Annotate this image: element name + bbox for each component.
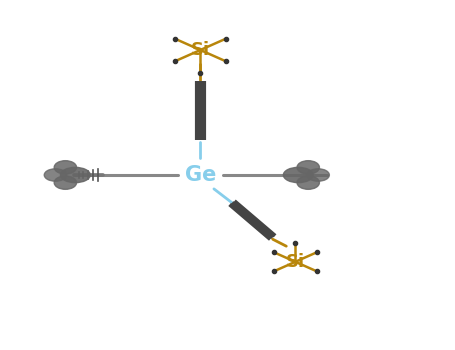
Ellipse shape: [61, 167, 90, 183]
Ellipse shape: [307, 169, 329, 181]
Ellipse shape: [283, 167, 313, 183]
Ellipse shape: [297, 176, 319, 189]
Ellipse shape: [44, 169, 66, 181]
Ellipse shape: [297, 161, 319, 174]
Ellipse shape: [54, 161, 76, 174]
Text: Ge: Ge: [185, 165, 216, 185]
Ellipse shape: [54, 176, 76, 189]
Text: Si: Si: [191, 41, 210, 59]
Text: Si: Si: [286, 253, 305, 271]
